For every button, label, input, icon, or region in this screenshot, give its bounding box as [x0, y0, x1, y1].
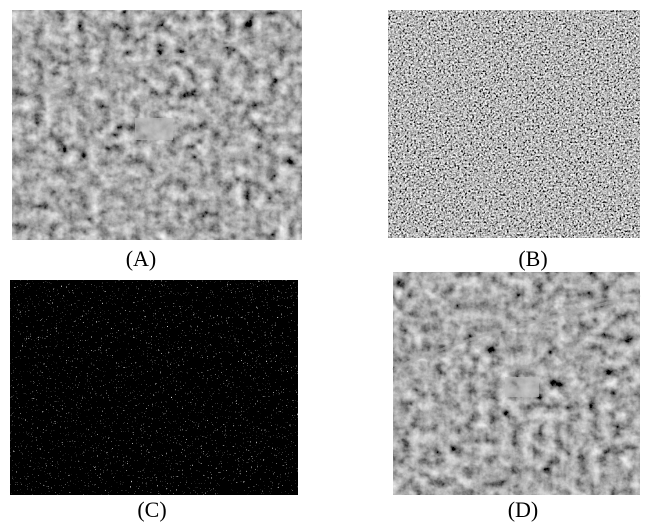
panel-d: (D)	[392, 272, 641, 522]
road	[11, 28, 301, 107]
stadium	[135, 118, 173, 140]
stadium	[505, 377, 539, 397]
road	[392, 293, 641, 372]
panel-label: (D)	[508, 497, 539, 522]
panel-label: (C)	[137, 497, 166, 522]
image-difference	[10, 280, 298, 495]
panel-label: (B)	[518, 246, 547, 271]
panel-a: (A)	[11, 10, 302, 271]
panel-b: (B)	[388, 10, 640, 271]
panel-label: (A)	[126, 246, 157, 271]
image-encrypted	[388, 10, 640, 238]
panel-c: (C)	[10, 280, 298, 522]
